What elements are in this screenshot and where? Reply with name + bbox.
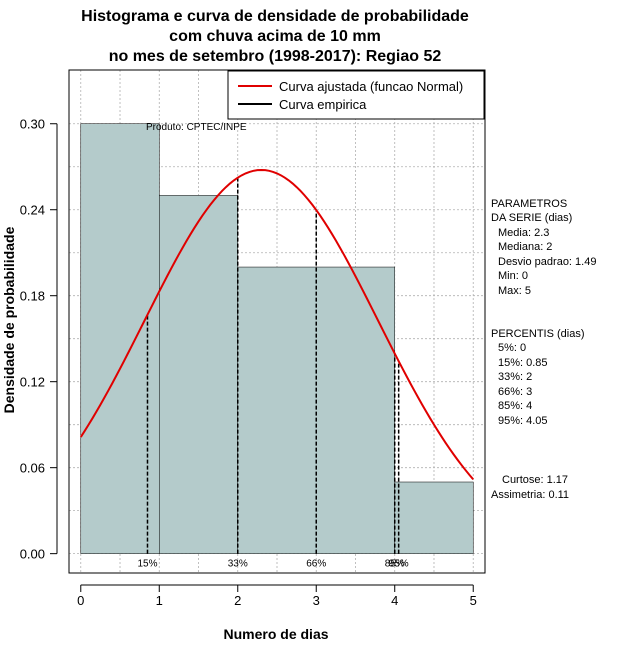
legend-label-empirical: Curva empirica bbox=[279, 97, 367, 112]
histogram-bars bbox=[80, 123, 474, 554]
param-media: Media: 2.3 bbox=[498, 227, 549, 239]
fitted-curve-layer bbox=[79, 168, 474, 481]
x-tick-label-3: 3 bbox=[313, 593, 320, 608]
percentil-95: 95%: 4.05 bbox=[498, 415, 548, 427]
y-tick-label-0: 0.00 bbox=[20, 547, 45, 562]
source-note: Produto: CPTEC/INPE bbox=[146, 122, 247, 133]
legend-label-fitted: Curva ajustada (funcao Normal) bbox=[279, 79, 463, 94]
x-tick-label-5: 5 bbox=[470, 593, 477, 608]
histogram-bar-0 bbox=[80, 123, 160, 554]
percentile-label-4: 95% bbox=[389, 559, 409, 570]
param-mediana: Mediana: 2 bbox=[498, 241, 552, 253]
chart-title-line-2: com chuva acima de 10 mm bbox=[169, 28, 381, 45]
chart-title-line-3: no mes de setembro (1998-2017): Regiao 5… bbox=[109, 48, 442, 65]
percentis-title: PERCENTIS (dias) bbox=[491, 328, 585, 340]
percentil-33: 33%: 2 bbox=[498, 371, 532, 383]
y-tick-label-2: 0.12 bbox=[20, 375, 45, 390]
y-tick-label-3: 0.18 bbox=[20, 289, 45, 304]
x-tick-label-4: 4 bbox=[391, 593, 398, 608]
stat-curtose: Curtose: 1.17 bbox=[502, 474, 568, 486]
x-tick-label-0: 0 bbox=[77, 593, 84, 608]
x-axis-title: Numero de dias bbox=[223, 626, 328, 642]
params-title-line-2: DA SERIE (dias) bbox=[491, 212, 572, 224]
fitted-normal-curve bbox=[79, 168, 474, 481]
percentile-label-3: 85% bbox=[385, 559, 405, 570]
side-panel: PARAMETROS DA SERIE (dias) Media: 2.3 Me… bbox=[491, 198, 596, 501]
histogram-bar-3 bbox=[394, 481, 474, 554]
percentile-label-0: 15% bbox=[137, 559, 157, 570]
x-tick-label-2: 2 bbox=[234, 593, 241, 608]
y-tick-label-1: 0.06 bbox=[20, 461, 45, 476]
percentile-lines: 15% 33% 66% 85%95% bbox=[137, 177, 409, 570]
histogram-bar-1 bbox=[159, 195, 239, 554]
y-axis-title: Densidade de probabilidade bbox=[1, 226, 17, 413]
percentile-label-1: 33% bbox=[228, 559, 248, 570]
y-tick-label-4: 0.24 bbox=[20, 203, 45, 218]
chart-title-line-1: Histograma e curva de densidade de proba… bbox=[81, 8, 469, 25]
x-tick-label-1: 1 bbox=[156, 593, 163, 608]
axes: 0 1 2 3 4 5 0.00 0.06 0.12 0.18 0.24 0.30 bbox=[20, 117, 477, 608]
stat-assimetria: Assimetria: 0.11 bbox=[491, 489, 569, 501]
params-title-line-1: PARAMETROS bbox=[491, 198, 567, 210]
percentil-15: 15%: 0.85 bbox=[498, 357, 548, 369]
percentile-label-2: 66% bbox=[306, 559, 326, 570]
histogram-bar-2 bbox=[237, 266, 395, 554]
legend: Curva ajustada (funcao Normal) Curva emp… bbox=[227, 70, 485, 120]
y-tick-label-5: 0.30 bbox=[20, 117, 45, 132]
param-max: Max: 5 bbox=[498, 285, 531, 297]
param-min: Min: 0 bbox=[498, 270, 528, 282]
legend-box bbox=[227, 70, 485, 120]
param-desvio: Desvio padrao: 1.49 bbox=[498, 256, 596, 268]
percentil-5: 5%: 0 bbox=[498, 342, 526, 354]
percentil-66: 66%: 3 bbox=[498, 386, 532, 398]
plot-frame bbox=[68, 69, 486, 574]
percentil-85: 85%: 4 bbox=[498, 400, 532, 412]
